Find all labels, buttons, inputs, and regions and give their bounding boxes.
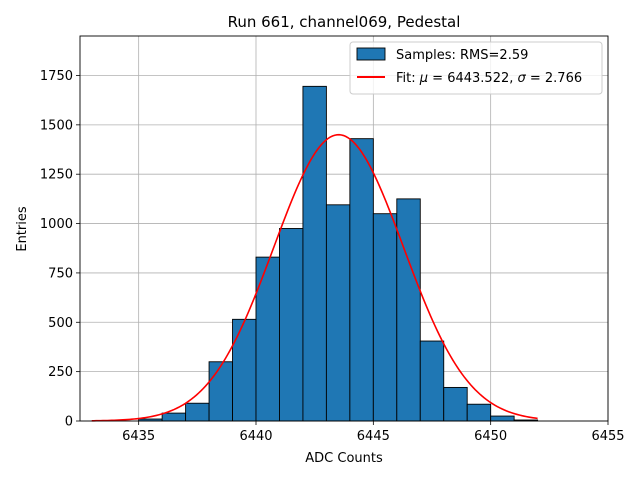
- histogram-bar: [372, 213, 398, 422]
- histogram-bars: [138, 85, 539, 422]
- y-axis-label: Entries: [15, 206, 30, 252]
- histogram-bar: [419, 340, 445, 422]
- y-tick-label: 1500: [40, 118, 73, 133]
- histogram-bar: [302, 85, 327, 422]
- x-tick-label: 6435: [122, 429, 155, 444]
- y-tick-label: 1000: [40, 217, 73, 232]
- histogram-bar: [325, 204, 351, 422]
- y-tick-label: 750: [48, 266, 73, 281]
- histogram-bar: [208, 361, 233, 422]
- histogram-bar: [490, 415, 515, 422]
- y-axis: 0 250 500 750 1000 1250 1500 1750: [40, 69, 80, 430]
- legend-box: [349, 41, 603, 95]
- legend-fit-sigma-value: = 2.766: [526, 71, 582, 86]
- histogram-bar: [232, 318, 257, 422]
- y-tick-label: 1750: [40, 69, 73, 84]
- y-tick-label: 1250: [40, 168, 73, 183]
- x-axis-label: ADC Counts: [305, 451, 383, 466]
- y-tick-label: 250: [48, 365, 73, 380]
- fit-curve: [91, 133, 538, 422]
- legend: Samples: RMS=2.59 Fit: μ = 6443.522, σ =…: [349, 41, 603, 95]
- histogram-bar: [466, 403, 492, 422]
- legend-fit-prefix: Fit:: [396, 71, 420, 86]
- x-tick-label: 6440: [239, 429, 272, 444]
- chart-title: Run 661, channel069, Pedestal: [228, 13, 461, 31]
- histogram-bar: [161, 412, 187, 422]
- histogram-bar: [443, 386, 468, 422]
- histogram-bar: [396, 198, 421, 422]
- y-tick-label: 500: [48, 316, 73, 331]
- legend-histogram-label: Samples: RMS=2.59: [396, 48, 528, 63]
- x-tick-label: 6455: [591, 429, 624, 444]
- plot-frame: [79, 35, 609, 422]
- y-tick-label: 0: [65, 415, 73, 430]
- histogram-bar: [349, 138, 374, 422]
- legend-histogram-swatch: [356, 47, 386, 61]
- legend-fit-mu-symbol: μ: [419, 71, 428, 86]
- x-axis: 6435 6440 6445 6450 6455: [122, 421, 625, 444]
- x-tick-label: 6445: [357, 429, 390, 444]
- legend-fit-sigma-symbol: σ: [518, 71, 527, 86]
- histogram-bar: [255, 256, 280, 422]
- legend-fit-mu-value: = 6443.522,: [428, 71, 517, 86]
- histogram-bar: [185, 402, 210, 422]
- legend-fit-label: Fit: μ = 6443.522, σ = 2.766: [396, 71, 582, 86]
- histogram-bar: [279, 228, 304, 422]
- x-tick-label: 6450: [474, 429, 507, 444]
